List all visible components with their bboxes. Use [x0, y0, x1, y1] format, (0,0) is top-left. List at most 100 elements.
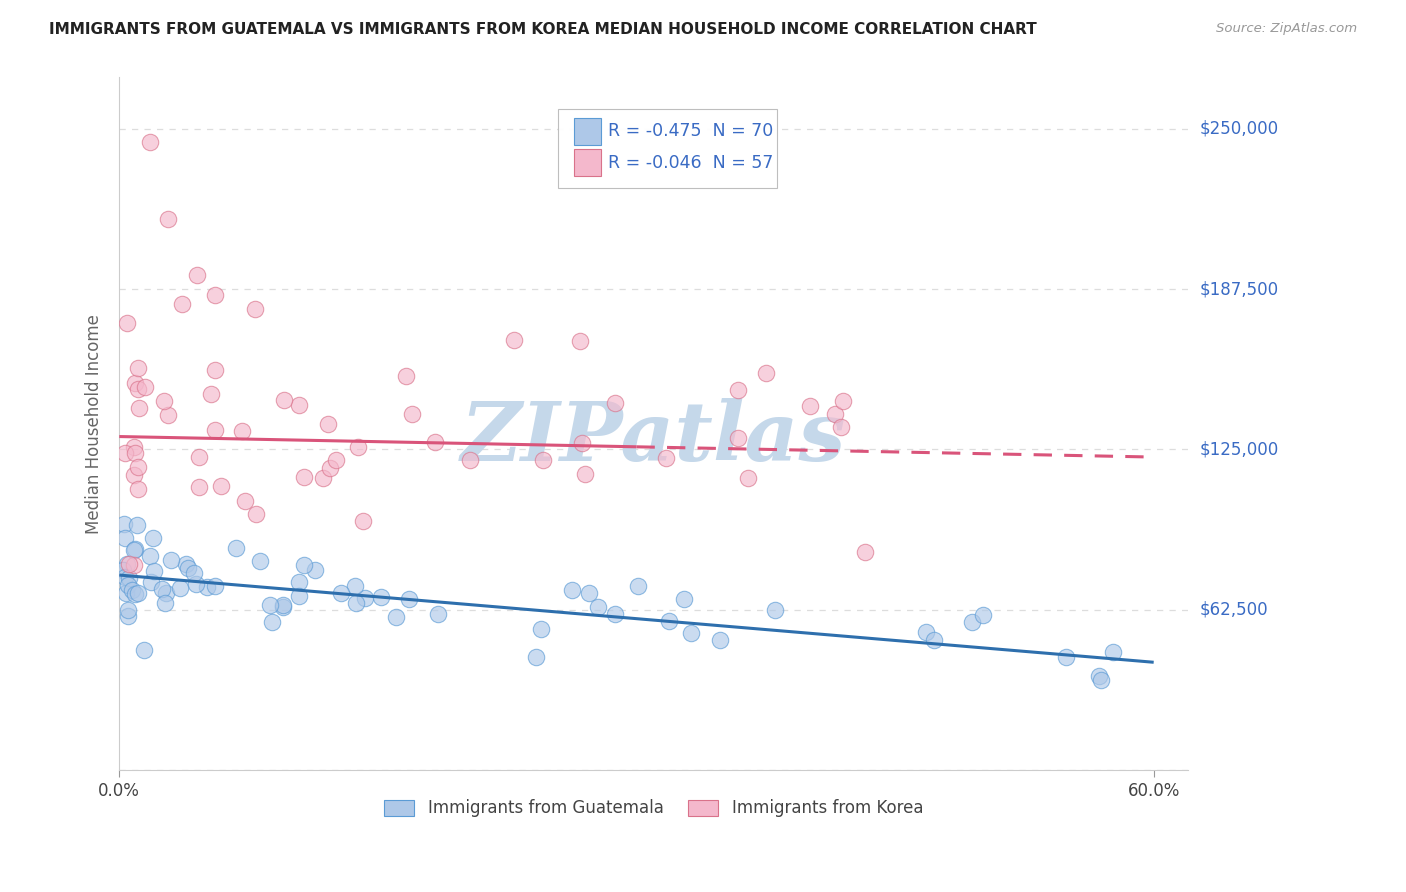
- Point: [127, 459, 149, 474]
- Point: [343, 579, 366, 593]
- Point: [114, 445, 136, 459]
- Point: [578, 586, 600, 600]
- Point: [655, 451, 678, 466]
- Point: [385, 609, 408, 624]
- Point: [1090, 673, 1112, 687]
- Point: [124, 376, 146, 390]
- Point: [273, 599, 295, 614]
- Point: [915, 625, 938, 640]
- Point: [395, 368, 418, 383]
- Point: [425, 435, 447, 450]
- Point: [458, 453, 481, 467]
- Point: [273, 392, 295, 407]
- Point: [329, 586, 352, 600]
- Point: [142, 565, 165, 579]
- Point: [316, 417, 339, 431]
- Point: [177, 561, 200, 575]
- Point: [561, 583, 583, 598]
- Point: [170, 297, 193, 311]
- Text: $62,500: $62,500: [1199, 600, 1268, 619]
- Point: [204, 579, 226, 593]
- Point: [160, 553, 183, 567]
- Point: [124, 543, 146, 558]
- Point: [603, 607, 626, 622]
- Point: [571, 436, 593, 450]
- FancyBboxPatch shape: [574, 149, 602, 176]
- Point: [188, 450, 211, 464]
- Point: [658, 614, 681, 628]
- Point: [155, 586, 177, 600]
- Point: [117, 578, 139, 592]
- Point: [249, 554, 271, 568]
- Point: [195, 580, 218, 594]
- Point: [1102, 645, 1125, 659]
- Point: [169, 582, 191, 596]
- Text: IMMIGRANTS FROM GUATEMALA VS IMMIGRANTS FROM KOREA MEDIAN HOUSEHOLD INCOME CORRE: IMMIGRANTS FROM GUATEMALA VS IMMIGRANTS …: [49, 22, 1038, 37]
- Point: [204, 423, 226, 437]
- Point: [737, 471, 759, 485]
- Point: [174, 558, 197, 572]
- Text: Source: ZipAtlas.com: Source: ZipAtlas.com: [1216, 22, 1357, 36]
- Point: [231, 424, 253, 438]
- Point: [319, 461, 342, 475]
- Point: [139, 574, 162, 589]
- Text: $187,500: $187,500: [1199, 280, 1278, 298]
- Point: [531, 453, 554, 467]
- Point: [112, 517, 135, 532]
- Point: [672, 592, 695, 607]
- FancyBboxPatch shape: [558, 109, 776, 188]
- Point: [1054, 649, 1077, 664]
- Y-axis label: Median Household Income: Median Household Income: [86, 314, 103, 533]
- Point: [259, 598, 281, 612]
- Point: [139, 549, 162, 564]
- Point: [117, 603, 139, 617]
- Point: [763, 603, 786, 617]
- Point: [186, 268, 208, 282]
- Point: [960, 615, 983, 629]
- Point: [427, 607, 450, 621]
- Point: [134, 380, 156, 394]
- Point: [273, 599, 295, 613]
- Point: [503, 334, 526, 348]
- Text: R = -0.046  N = 57: R = -0.046 N = 57: [607, 153, 773, 171]
- Point: [225, 541, 247, 556]
- Point: [312, 471, 335, 485]
- Point: [352, 514, 374, 528]
- Point: [709, 633, 731, 648]
- Point: [325, 453, 347, 467]
- Text: $250,000: $250,000: [1199, 120, 1278, 137]
- Point: [288, 398, 311, 412]
- Point: [127, 361, 149, 376]
- Point: [204, 288, 226, 302]
- Point: [187, 480, 209, 494]
- Point: [186, 577, 208, 591]
- Legend: Immigrants from Guatemala, Immigrants from Korea: Immigrants from Guatemala, Immigrants fr…: [378, 793, 929, 824]
- Point: [292, 558, 315, 572]
- Point: [603, 396, 626, 410]
- Point: [568, 334, 591, 348]
- Point: [627, 579, 650, 593]
- Point: [586, 599, 609, 614]
- Point: [530, 623, 553, 637]
- Point: [121, 582, 143, 597]
- Point: [114, 585, 136, 599]
- Point: [122, 558, 145, 572]
- Point: [127, 382, 149, 396]
- Point: [150, 582, 173, 596]
- Point: [115, 557, 138, 571]
- Text: R = -0.475  N = 70: R = -0.475 N = 70: [607, 122, 773, 140]
- Point: [128, 401, 150, 416]
- Point: [727, 431, 749, 445]
- Point: [288, 575, 311, 590]
- Point: [115, 316, 138, 330]
- Point: [401, 407, 423, 421]
- Point: [124, 446, 146, 460]
- Point: [243, 302, 266, 317]
- Point: [142, 531, 165, 545]
- Point: [524, 649, 547, 664]
- Point: [157, 409, 180, 423]
- Point: [972, 608, 994, 623]
- Point: [153, 394, 176, 409]
- Point: [370, 590, 392, 604]
- Point: [727, 383, 749, 397]
